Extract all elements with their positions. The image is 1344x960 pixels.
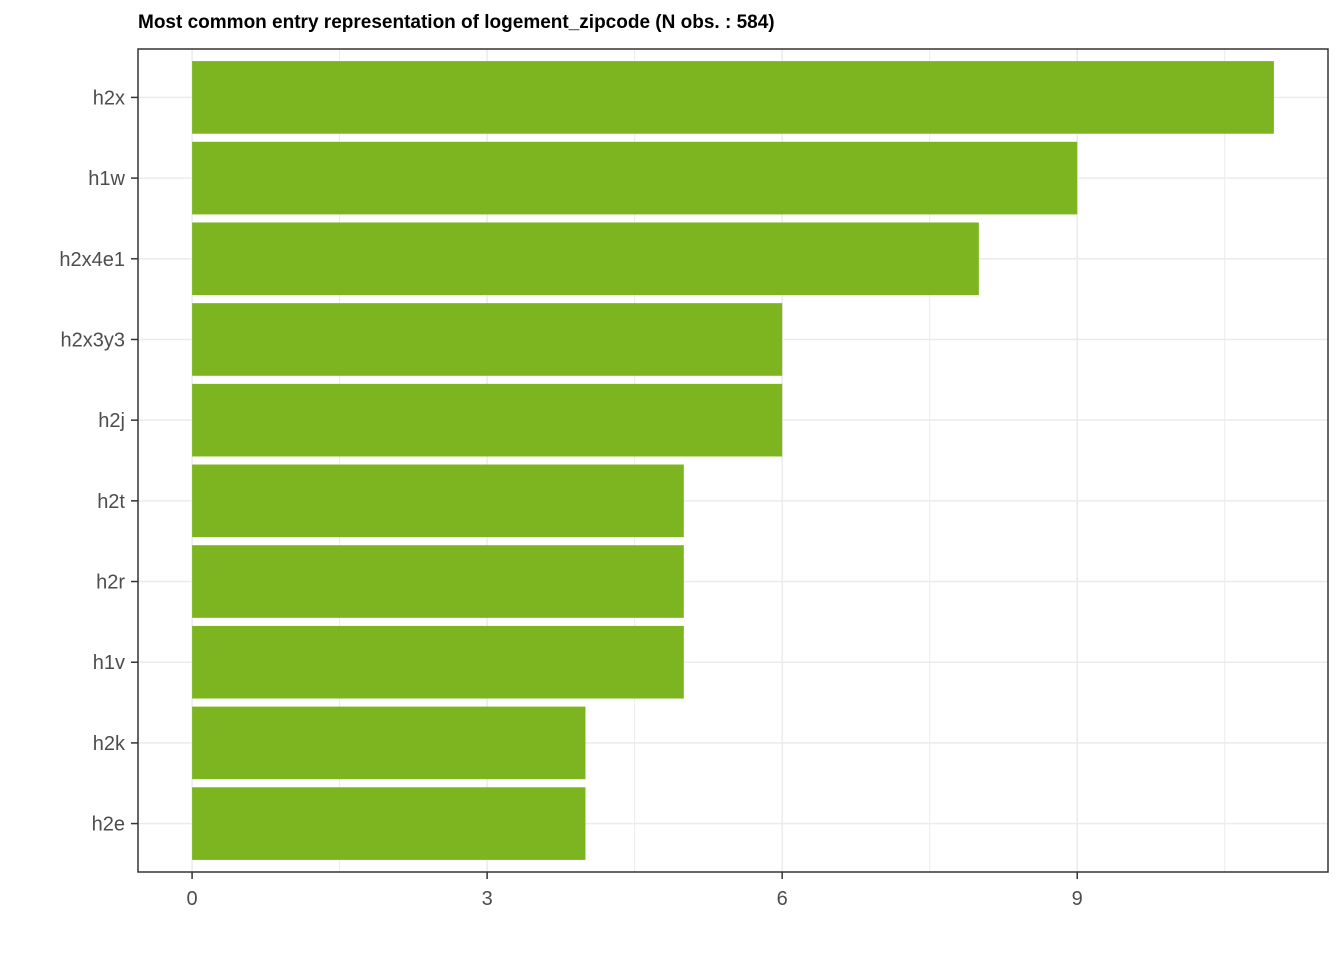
bar-h2t	[192, 464, 684, 538]
panel-border	[137, 48, 1329, 873]
y-tick-label: h2j	[98, 410, 125, 432]
bar-h1v	[192, 625, 684, 699]
bars	[192, 61, 1274, 860]
bar-h2x4e1	[192, 222, 979, 296]
x-tick-label: 6	[777, 888, 788, 910]
chart-title: Most common entry representation of loge…	[138, 12, 775, 33]
bar-h2j	[192, 383, 783, 457]
bar-h1w	[192, 141, 1078, 215]
y-tick-label: h2x4e1	[59, 249, 125, 271]
bar-h2e	[192, 787, 586, 860]
bar-h2x3y3	[192, 303, 783, 376]
y-tick-label: h1w	[88, 168, 125, 190]
y-tick-label: h2r	[96, 572, 125, 594]
y-tick-label: h2x3y3	[61, 329, 126, 351]
y-tick-label: h2k	[93, 733, 126, 755]
bar-h2r	[192, 545, 684, 618]
y-tick-label: h2x	[93, 87, 125, 109]
y-tick-label: h1v	[93, 652, 125, 674]
x-tick-label: 3	[482, 888, 493, 910]
bar-h2x	[192, 61, 1274, 134]
y-tick-label: h2t	[97, 491, 125, 513]
x-axis: 0 3 6 9	[187, 872, 1083, 910]
x-tick-label: 0	[187, 888, 198, 910]
bar-h2k	[192, 706, 586, 780]
x-tick-label: 9	[1072, 888, 1083, 910]
y-axis: h2x h1w h2x4e1 h2x3y3 h2j h2t h2r h1v h2k h2e	[59, 87, 138, 836]
y-tick-label: h2e	[92, 814, 125, 836]
